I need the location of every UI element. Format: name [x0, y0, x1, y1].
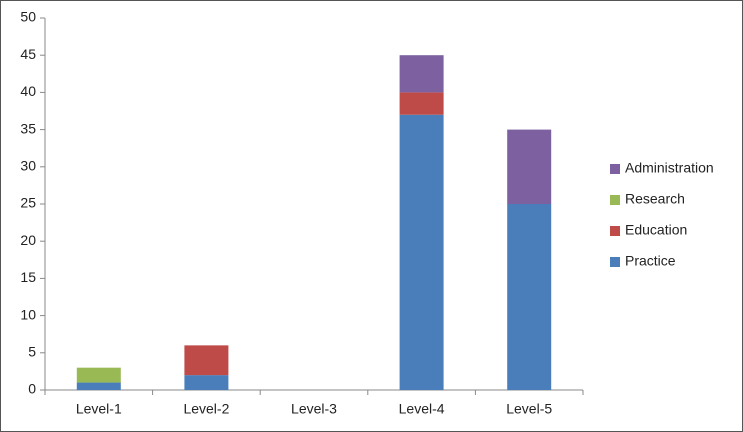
x-tick-label: Level-4 — [399, 401, 445, 417]
bar-segment — [399, 92, 444, 115]
y-tick-label: 35 — [20, 120, 36, 136]
x-tick-label: Level-3 — [291, 401, 337, 417]
y-tick-label: 40 — [20, 83, 36, 99]
bar-segment — [507, 129, 552, 204]
legend-swatch — [610, 195, 620, 205]
legend-swatch — [610, 257, 620, 267]
y-tick-label: 15 — [20, 269, 36, 285]
bar-segment — [76, 367, 121, 383]
legend-label: Research — [625, 191, 685, 207]
y-tick-label: 20 — [20, 232, 36, 248]
bar-segment — [507, 204, 552, 390]
bar-segment — [76, 382, 121, 390]
x-tick-label: Level-5 — [506, 401, 552, 417]
legend-label: Education — [625, 222, 687, 238]
legend-swatch — [610, 226, 620, 236]
legend-label: Administration — [625, 160, 714, 176]
x-tick-label: Level-2 — [183, 401, 229, 417]
bar-segment — [184, 345, 229, 376]
y-tick-label: 5 — [28, 344, 36, 360]
legend-swatch — [610, 164, 620, 174]
y-tick-label: 0 — [28, 381, 36, 397]
bar-segment — [399, 55, 444, 93]
y-tick-label: 10 — [20, 306, 36, 322]
bar-segment — [399, 114, 444, 390]
y-tick-label: 50 — [20, 9, 36, 25]
y-tick-label: 45 — [20, 46, 36, 62]
bar-segment — [184, 375, 229, 390]
x-tick-label: Level-1 — [76, 401, 122, 417]
legend-label: Practice — [625, 253, 676, 269]
y-tick-label: 25 — [20, 195, 36, 211]
y-tick-label: 30 — [20, 158, 36, 174]
